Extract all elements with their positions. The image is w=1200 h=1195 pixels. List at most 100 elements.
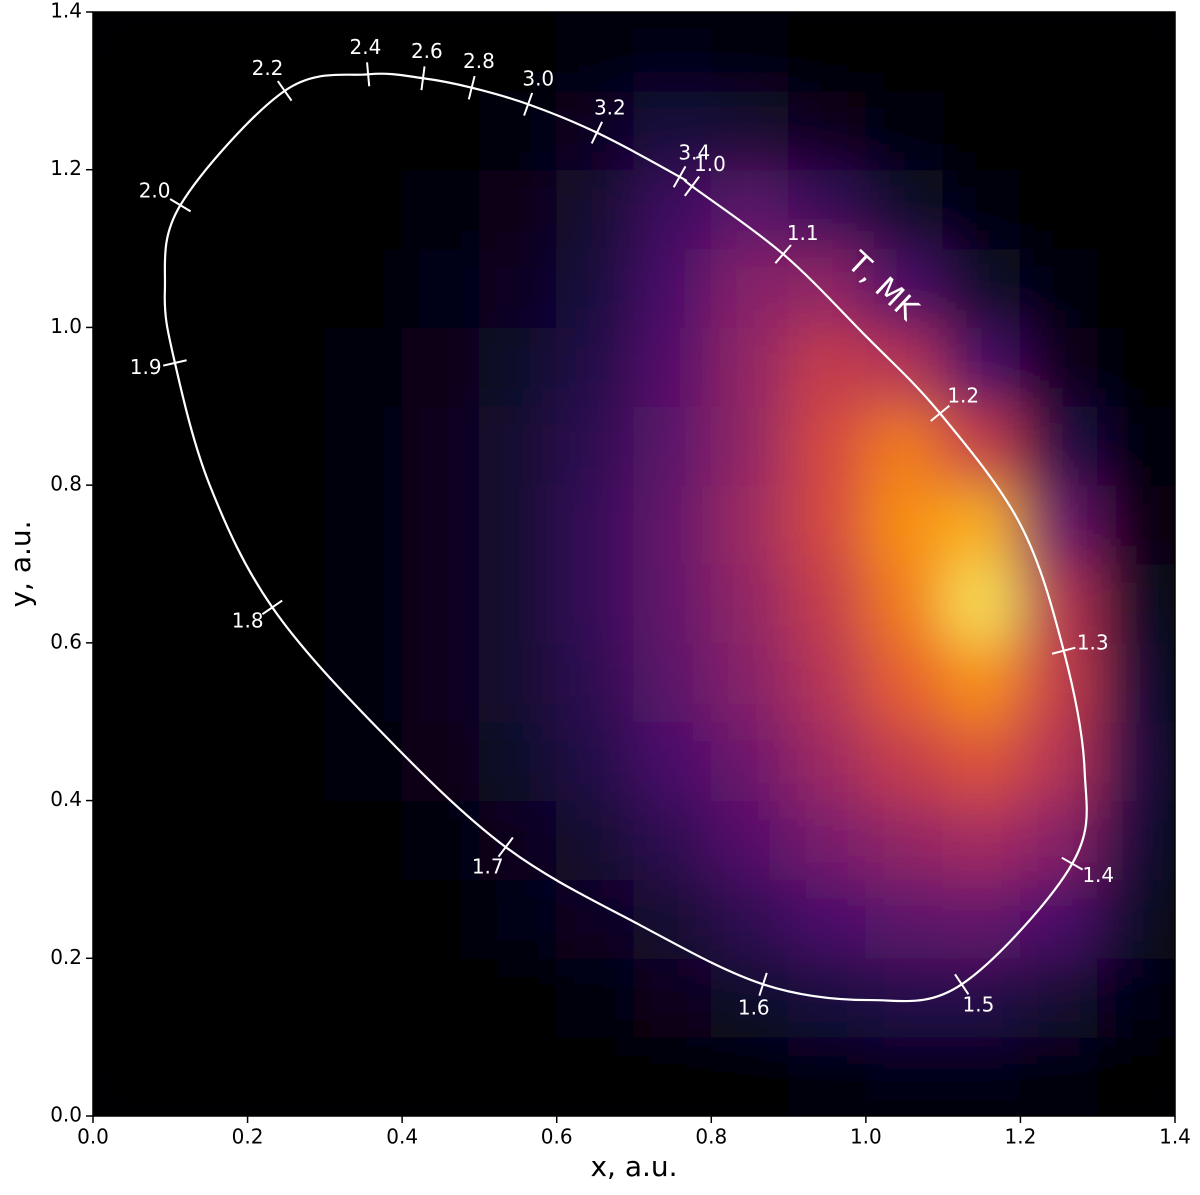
heat-cell	[324, 484, 403, 565]
heat-cell	[169, 957, 249, 1038]
heat-cell	[401, 90, 480, 171]
heat-cell	[401, 721, 480, 802]
heat-cell	[556, 326, 635, 407]
heat-cell	[93, 800, 171, 880]
plot-frame	[92, 11, 1176, 1117]
heat-cell	[247, 1036, 326, 1116]
heat-cell	[247, 721, 326, 802]
heat-cell	[1097, 90, 1175, 171]
heat-cell	[865, 484, 944, 565]
temperature-label: 3.2	[594, 96, 626, 120]
temperature-tick	[420, 66, 426, 91]
heat-cell	[247, 878, 326, 959]
heat-cell	[324, 878, 403, 959]
heat-cell	[942, 1036, 1021, 1116]
heat-cell	[556, 563, 635, 644]
heat-cell	[169, 90, 249, 171]
heat-cell	[556, 642, 635, 723]
y-tick-label: 0.8	[50, 472, 82, 496]
heat-cell	[1019, 484, 1099, 565]
heat-cell	[1097, 721, 1175, 802]
heat-cell	[478, 800, 558, 880]
heat-cell	[93, 90, 171, 171]
heat-cell	[788, 405, 867, 486]
temperature-tick	[163, 359, 187, 367]
heat-cell	[788, 1036, 867, 1116]
heat-cell	[633, 326, 712, 407]
heat-cell	[1097, 248, 1175, 328]
heat-cell	[865, 800, 944, 880]
heat-cell	[401, 169, 480, 250]
heat-cell	[865, 1036, 944, 1116]
heat-cell	[633, 800, 712, 880]
heat-cell	[247, 800, 326, 880]
heatmap-area	[93, 12, 1175, 1116]
heat-cell	[556, 248, 635, 328]
heat-cell	[1097, 484, 1175, 565]
heat-cell	[942, 169, 1021, 250]
heat-cell	[401, 326, 480, 407]
temperature-label: 1.5	[963, 992, 995, 1016]
heat-cell	[324, 248, 403, 328]
heat-cell	[478, 957, 558, 1038]
heat-cell	[1019, 1036, 1099, 1116]
y-tick-label: 1.2	[50, 156, 82, 180]
heat-cell	[633, 721, 712, 802]
temperature-tick	[954, 973, 970, 995]
heat-cell	[93, 12, 171, 92]
temperature-label: 1.1	[787, 221, 819, 245]
heat-cell	[169, 169, 249, 250]
heat-cell	[710, 90, 790, 171]
heat-cell	[324, 800, 403, 880]
heat-cell	[788, 563, 867, 644]
heat-cell	[247, 484, 326, 565]
heat-cell	[556, 800, 635, 880]
heat-cell	[1019, 169, 1099, 250]
heat-cell	[865, 12, 944, 92]
heat-cell	[247, 248, 326, 328]
heat-cell	[1019, 90, 1099, 171]
heat-cell	[401, 878, 480, 959]
heat-cell	[247, 642, 326, 723]
temperature-tick	[683, 176, 700, 197]
heat-cell	[169, 248, 249, 328]
heat-cell	[942, 878, 1021, 959]
temperature-tick	[930, 404, 950, 422]
heat-cell	[93, 1036, 171, 1116]
heat-cell	[1019, 642, 1099, 723]
y-axis-label: y, a.u.	[4, 520, 37, 607]
temperature-label: 2.0	[139, 178, 171, 202]
heat-cell	[1097, 1036, 1175, 1116]
heat-cell	[401, 405, 480, 486]
temperature-tick	[1051, 646, 1076, 655]
heat-cell	[865, 90, 944, 171]
heat-cell	[865, 642, 944, 723]
heat-cell	[1019, 405, 1099, 486]
heat-cell	[324, 721, 403, 802]
heat-cell	[324, 563, 403, 644]
heat-cell	[633, 12, 712, 92]
heat-cell	[324, 1036, 403, 1116]
temperature-tick	[261, 599, 283, 616]
heat-cell	[478, 642, 558, 723]
temperature-label: 1.0	[694, 152, 726, 176]
heat-cell	[865, 169, 944, 250]
temperature-label: 2.4	[350, 35, 382, 59]
heat-cell	[788, 800, 867, 880]
heat-cell	[478, 326, 558, 407]
heat-cell	[788, 484, 867, 565]
heat-cell	[478, 563, 558, 644]
temperature-label: 1.3	[1077, 631, 1109, 655]
heat-cell	[324, 642, 403, 723]
heat-cell	[247, 563, 326, 644]
heat-cell	[710, 957, 790, 1038]
heat-cell	[942, 800, 1021, 880]
temperature-tick	[467, 75, 476, 100]
y-tick-label: 0.6	[50, 629, 82, 653]
heat-cell	[865, 878, 944, 959]
heat-cell	[169, 1036, 249, 1116]
heat-cell	[556, 405, 635, 486]
heat-cell	[247, 957, 326, 1038]
temperature-label: 3.0	[522, 66, 554, 90]
